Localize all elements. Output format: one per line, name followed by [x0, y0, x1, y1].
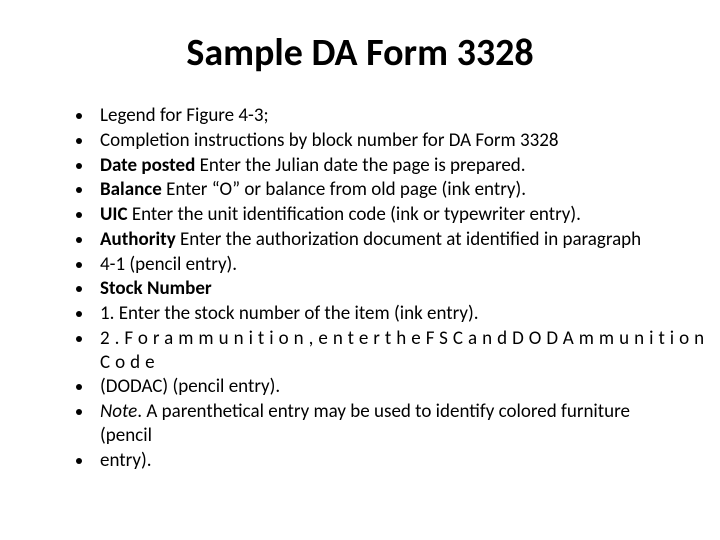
bold-term: Stock Number: [100, 277, 212, 300]
bold-term: Balance: [100, 178, 162, 201]
list-item: entry).: [94, 449, 670, 473]
list-item: 1. Enter the stock number of the item (i…: [94, 302, 670, 326]
text: Enter the unit identification code (ink …: [128, 203, 581, 226]
list-item: Legend for Figure 4-3;: [94, 104, 670, 128]
list-item: 2.Forammunition,entertheFSCandDODAmmunit…: [94, 327, 670, 375]
list-item: Stock Number: [94, 277, 670, 301]
text: Enter the Julian date the page is prepar…: [195, 154, 525, 177]
slide-title: Sample DA Form 3328: [50, 30, 670, 76]
bold-term: Authority: [100, 228, 176, 251]
text: Enter “O” or balance from old page (ink …: [162, 178, 526, 201]
list-item: 4-1 (pencil entry).: [94, 253, 670, 277]
spaced-text: Code: [100, 351, 160, 374]
list-item: Note. A parenthetical entry may be used …: [94, 400, 670, 448]
list-item: (DODAC) (pencil entry).: [94, 375, 670, 399]
bullet-list: Legend for Figure 4-3; Completion instru…: [50, 104, 670, 472]
list-item: UIC Enter the unit identification code (…: [94, 203, 670, 227]
slide: Sample DA Form 3328 Legend for Figure 4-…: [0, 0, 720, 540]
italic-term: Note: [100, 400, 137, 423]
text: Enter the authorization document at iden…: [176, 228, 641, 251]
spaced-text: 2.Forammunition,entertheFSCandDODAmmunit…: [100, 327, 709, 350]
list-item: Authority Enter the authorization docume…: [94, 228, 670, 252]
bold-term: Date posted: [100, 154, 195, 177]
list-item: Date posted Enter the Julian date the pa…: [94, 154, 670, 178]
list-item: Completion instructions by block number …: [94, 129, 670, 153]
list-item: Balance Enter “O” or balance from old pa…: [94, 178, 670, 202]
text: . A parenthetical entry may be used to i…: [100, 400, 630, 447]
bold-term: UIC: [100, 203, 128, 226]
